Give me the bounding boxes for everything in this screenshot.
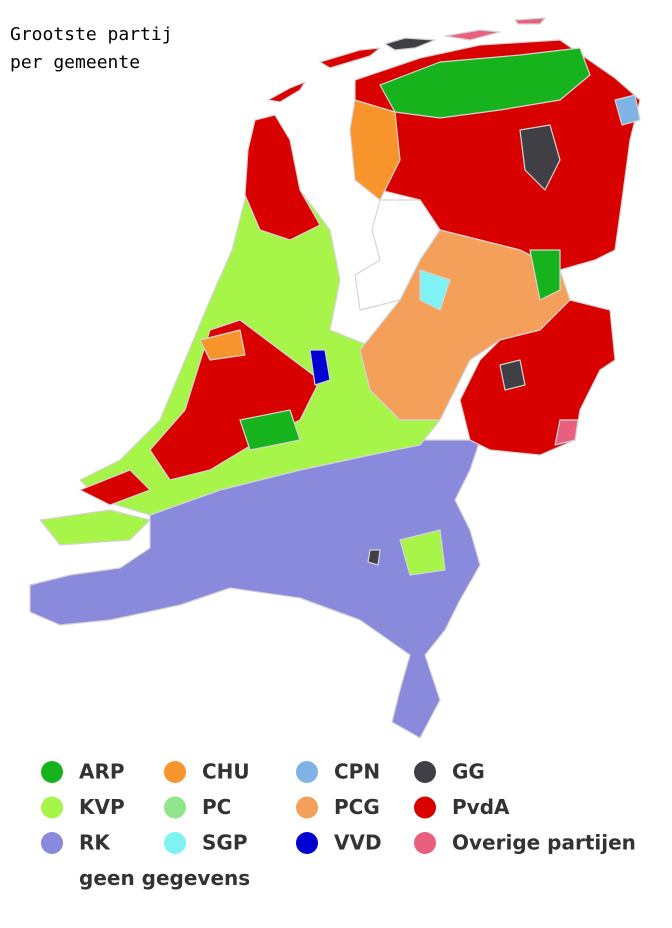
legend-label: SGP <box>202 831 247 855</box>
legend-swatch <box>414 761 436 783</box>
island <box>444 29 501 41</box>
legend-swatch <box>41 761 63 783</box>
region <box>419 269 451 311</box>
legend-swatch <box>41 867 63 890</box>
legend-label: GG <box>452 760 485 784</box>
island <box>319 47 381 69</box>
region <box>529 249 561 301</box>
legend-label: CHU <box>202 760 250 784</box>
title-line: Grootste partij <box>10 24 173 45</box>
region <box>554 419 579 446</box>
legend-label: PC <box>202 795 231 819</box>
legend-swatch <box>41 832 63 854</box>
region <box>199 329 246 361</box>
region <box>499 359 526 391</box>
legend-label: RK <box>79 831 111 855</box>
region <box>309 349 331 386</box>
legend-label: Overige partijen <box>452 831 636 855</box>
legend-swatch <box>296 796 318 819</box>
legend-swatch <box>164 761 186 783</box>
region <box>367 549 381 566</box>
lake <box>354 199 441 311</box>
region <box>459 299 616 456</box>
legend-swatch <box>296 832 318 854</box>
legend-label: CPN <box>334 760 380 784</box>
legend-swatch <box>414 796 436 819</box>
legend-swatch <box>164 832 186 854</box>
island <box>267 81 306 103</box>
island <box>514 17 546 25</box>
legend-swatch <box>41 796 63 819</box>
region <box>359 229 571 421</box>
legend-label: geen gegevens <box>79 866 250 890</box>
netherlands-map <box>29 17 641 739</box>
legend: ARP KVP RK geen gegevens CHU PC SGP CPN PCG VVD GG… <box>41 760 636 890</box>
region <box>614 94 641 126</box>
legend-label: PvdA <box>452 795 510 819</box>
region <box>239 409 301 451</box>
title-line: per gemeente <box>10 52 140 73</box>
region <box>379 47 591 119</box>
island <box>79 469 151 506</box>
legend-swatch <box>164 796 186 819</box>
legend-label: KVP <box>79 795 125 819</box>
legend-label: ARP <box>79 760 125 784</box>
legend-label: PCG <box>334 795 380 819</box>
region <box>519 124 561 191</box>
island <box>384 37 436 51</box>
legend-swatch <box>296 761 318 783</box>
island <box>39 509 151 546</box>
region <box>244 114 321 241</box>
legend-label: VVD <box>334 831 382 855</box>
region <box>399 529 446 576</box>
legend-swatch <box>414 832 436 854</box>
